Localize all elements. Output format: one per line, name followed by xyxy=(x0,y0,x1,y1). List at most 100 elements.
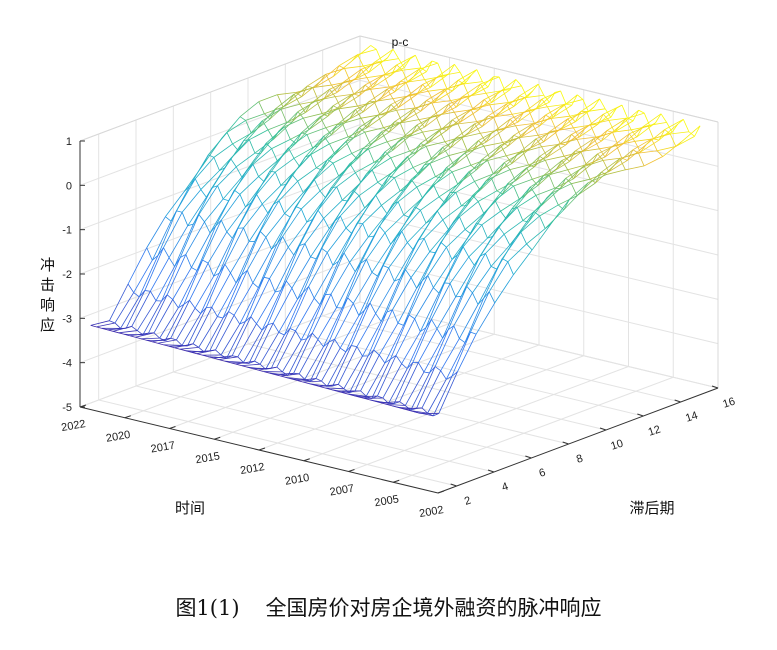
mesh-line xyxy=(381,88,388,98)
mesh-line xyxy=(337,346,358,385)
mesh-line xyxy=(249,129,269,141)
mesh-line xyxy=(271,138,291,149)
x-tick-label: 2002 xyxy=(418,504,444,520)
mesh-line xyxy=(396,107,416,111)
mesh-line xyxy=(191,267,198,271)
mesh-line xyxy=(566,103,572,106)
mesh-line xyxy=(548,174,555,189)
mesh-line xyxy=(507,261,514,275)
z-tick-label: -2 xyxy=(62,269,72,281)
mesh-line xyxy=(343,252,350,263)
mesh-line xyxy=(239,116,246,121)
mesh-line xyxy=(96,322,116,328)
mesh-line xyxy=(230,362,249,364)
mesh-line xyxy=(560,90,567,105)
mesh-line xyxy=(151,221,172,261)
mesh-line xyxy=(239,287,259,325)
mesh-line xyxy=(349,101,369,119)
mesh-line xyxy=(332,153,352,164)
mesh-line xyxy=(329,88,336,97)
y-tick xyxy=(711,385,719,389)
mesh-line xyxy=(371,157,392,171)
mesh-line xyxy=(307,85,313,88)
mesh-line xyxy=(457,223,477,255)
mesh-line xyxy=(168,225,189,258)
mesh-line xyxy=(207,262,215,277)
mesh-line xyxy=(181,189,202,213)
mesh-line xyxy=(440,216,460,243)
x-tick-label: 2005 xyxy=(374,493,400,509)
mesh-line xyxy=(513,249,533,275)
mesh-line xyxy=(623,126,643,144)
mesh-line xyxy=(539,215,546,229)
mesh-line xyxy=(364,74,384,86)
mesh-line xyxy=(490,177,498,191)
mesh-line xyxy=(176,307,196,341)
mesh-line xyxy=(490,266,497,270)
mesh-line xyxy=(382,265,389,269)
y-grid-line xyxy=(98,134,457,487)
mesh-line xyxy=(509,169,516,181)
mesh-line xyxy=(305,98,325,113)
mesh-line xyxy=(332,260,339,266)
z-tick-label: -4 xyxy=(62,358,72,370)
mesh-line xyxy=(429,103,449,118)
mesh-line xyxy=(192,343,199,348)
mesh-line xyxy=(306,294,326,339)
mesh-line xyxy=(211,158,231,188)
mesh-line xyxy=(547,144,567,158)
mesh-line xyxy=(226,132,233,145)
mesh-line xyxy=(533,211,540,217)
mesh-line xyxy=(429,155,449,164)
mesh-line xyxy=(381,190,401,206)
mesh-line xyxy=(694,125,701,137)
mesh-line xyxy=(226,321,246,359)
mesh-line xyxy=(148,294,168,334)
mesh-line xyxy=(308,252,328,287)
mesh-line xyxy=(558,139,578,145)
mesh-line xyxy=(558,195,578,206)
mesh-line xyxy=(243,203,263,229)
mesh-line xyxy=(300,208,308,223)
mesh-line xyxy=(455,295,462,298)
mesh-line xyxy=(580,151,587,165)
mesh-line xyxy=(502,85,522,91)
mesh-line xyxy=(144,290,151,292)
mesh-line xyxy=(254,152,261,155)
mesh-line xyxy=(415,55,422,69)
mesh-line xyxy=(191,232,211,268)
mesh-line xyxy=(250,171,271,203)
mesh-line xyxy=(329,80,349,90)
mesh-line xyxy=(521,85,528,98)
mesh-line xyxy=(422,131,429,144)
mesh-line xyxy=(273,174,293,205)
mesh-line xyxy=(454,64,461,73)
mesh-line xyxy=(316,167,323,171)
mesh-line xyxy=(265,334,285,370)
mesh-line xyxy=(262,108,282,121)
mesh-line xyxy=(515,125,522,138)
mesh-line xyxy=(176,210,183,213)
mesh-line xyxy=(481,111,502,127)
mesh-line xyxy=(310,154,317,168)
mesh-line xyxy=(317,339,324,347)
mesh-line xyxy=(404,371,425,406)
mesh-line xyxy=(470,291,490,333)
mesh-line xyxy=(146,247,153,261)
mesh-line xyxy=(558,204,565,211)
mesh-line xyxy=(421,407,428,414)
mesh-line xyxy=(515,79,522,87)
mesh-line xyxy=(431,100,451,104)
mesh-line xyxy=(439,123,459,131)
mesh-line xyxy=(485,93,492,103)
mesh-line xyxy=(422,75,442,85)
mesh-line xyxy=(589,124,597,138)
mesh-line xyxy=(531,223,552,251)
mesh-line xyxy=(573,163,593,180)
mesh-line xyxy=(472,177,492,196)
mesh-line xyxy=(321,107,341,114)
mesh-line xyxy=(261,203,269,214)
mesh-line xyxy=(267,280,287,325)
mesh-line xyxy=(524,141,544,152)
mesh-line xyxy=(402,67,422,71)
